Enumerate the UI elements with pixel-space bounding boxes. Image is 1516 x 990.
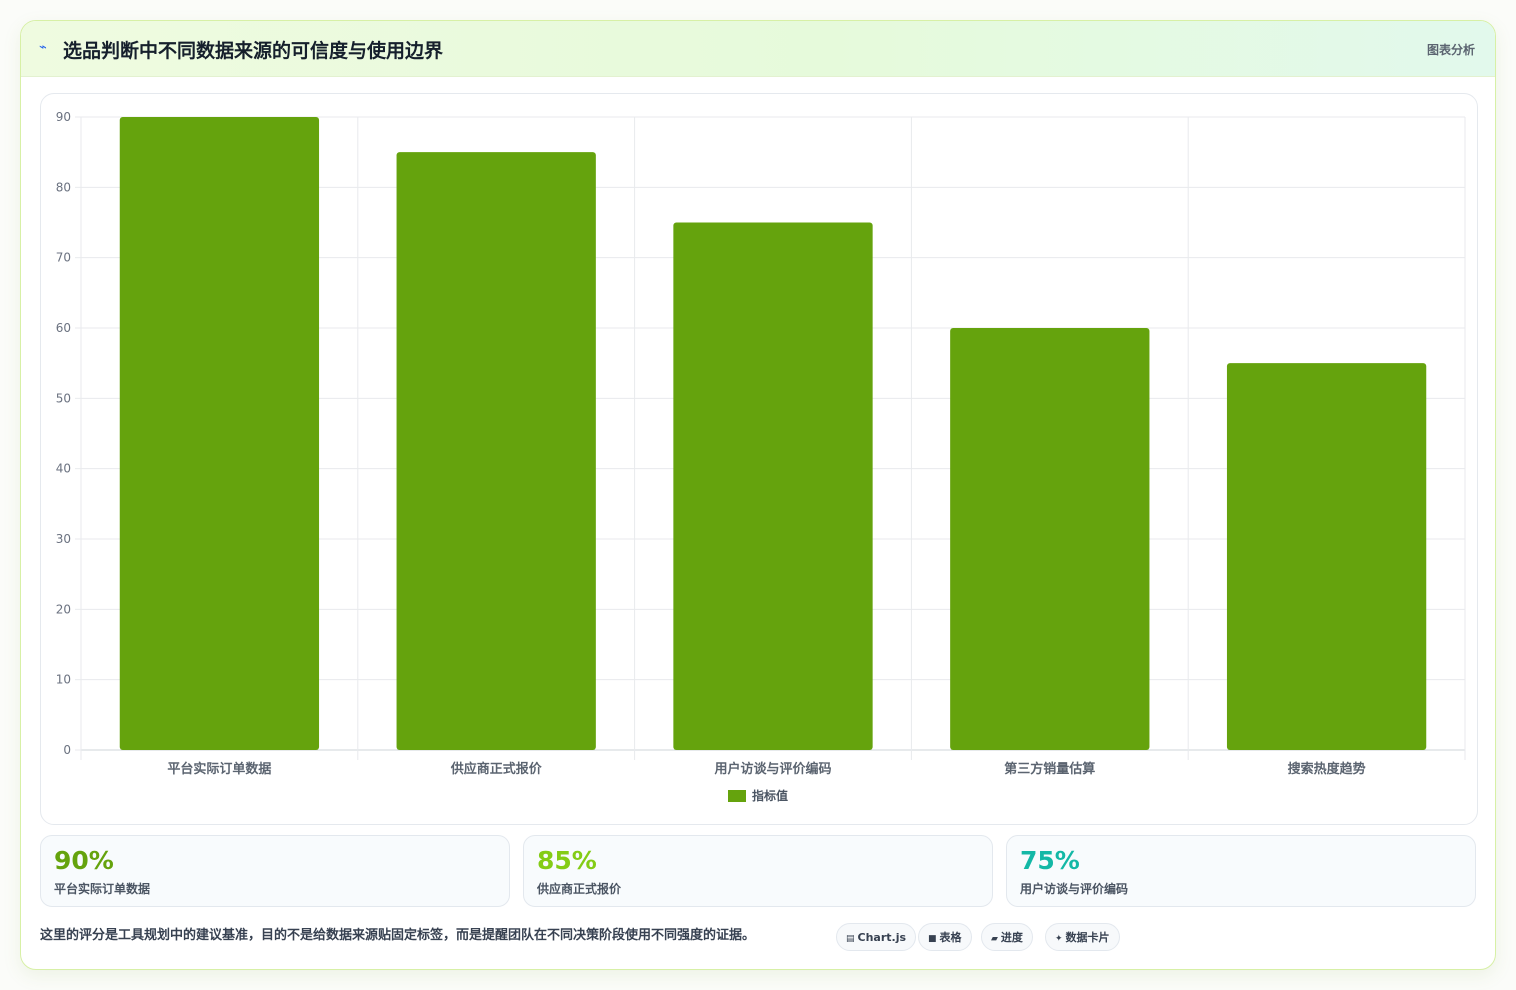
chip-label: 数据卡片 [1065, 931, 1110, 944]
chip-data-card[interactable]: ✦ 数据卡片 [1045, 923, 1120, 951]
panel-tag: 图表分析 [1426, 43, 1475, 57]
chip-label: 表格 [939, 931, 962, 944]
y-tick-label: 80 [56, 180, 71, 194]
y-tick-label: 40 [56, 462, 71, 476]
bar [119, 117, 320, 750]
chip-progress[interactable]: ▰ 进度 [981, 923, 1033, 951]
bar [1226, 363, 1427, 750]
stat-cards: 90% 平台实际订单数据 85% 供应商正式报价 75% 用户访谈与评价编码 [40, 835, 1478, 907]
chip-table[interactable]: ■ 表格 [918, 923, 972, 951]
y-tick-label: 50 [56, 391, 71, 405]
progress-icon: ▰ [991, 934, 998, 944]
bar [950, 328, 1150, 750]
table-icon: ■ [928, 934, 937, 944]
chip-label: Chart.js [857, 931, 907, 944]
sparkle-icon: ✦ [1055, 934, 1063, 944]
legend-swatch [728, 790, 746, 802]
y-tick-label: 30 [56, 532, 71, 546]
y-tick-label: 20 [56, 602, 71, 616]
y-tick-label: 90 [56, 110, 71, 124]
x-tick-label: 用户访谈与评价编码 [713, 761, 831, 777]
stat-card: 75% 用户访谈与评价编码 [1006, 835, 1476, 907]
stat-value: 90% [54, 846, 114, 875]
bar-chart-svg: 0 10 20 30 40 50 60 70 80 90 平台实际订单数据 供应商正式报价 用户访谈与评… [56, 110, 1466, 803]
bar [673, 222, 873, 750]
bar [396, 152, 596, 750]
y-tick-label: 70 [56, 251, 71, 265]
legend-label: 指标值 [752, 788, 788, 803]
stat-label: 平台实际订单数据 [54, 882, 151, 896]
chip-chartjs[interactable]: ▤ Chart.js [836, 923, 917, 951]
stat-value: 75% [1020, 846, 1080, 875]
stat-label: 用户访谈与评价编码 [1020, 882, 1129, 896]
stat-value: 85% [537, 846, 597, 875]
chart-panel: ⌁ 选品判断中不同数据来源的可信度与使用边界 图表分析 0 10 20 30 40 50 6… [20, 20, 1496, 970]
stat-label: 供应商正式报价 [537, 882, 622, 896]
stat-card: 90% 平台实际订单数据 [40, 835, 510, 907]
x-tick-label: 平台实际订单数据 [167, 761, 271, 777]
chart-icon: ▤ [846, 934, 855, 944]
y-tick-label: 60 [56, 321, 71, 335]
x-tick-label: 搜索热度趋势 [1288, 761, 1366, 777]
y-tick-label: 10 [56, 673, 71, 687]
stat-card: 85% 供应商正式报价 [523, 835, 993, 907]
chip-label: 进度 [1000, 931, 1023, 944]
x-tick-label: 第三方销量估算 [1004, 761, 1095, 777]
panel-title: 选品判断中不同数据来源的可信度与使用边界 [63, 40, 444, 62]
footnote: 这里的评分是工具规划中的建议基准，目的不是给数据来源贴固定标签，而是提醒团队在不… [40, 928, 756, 943]
bar-chart: 0 10 20 30 40 50 60 70 80 90 平台实际订单数据 供应商正式报价 用户访谈与评… [40, 93, 1478, 825]
chart-line-icon: ⌁ [39, 40, 47, 55]
y-tick-label: 0 [63, 743, 71, 757]
panel-header: ⌁ 选品判断中不同数据来源的可信度与使用边界 图表分析 [21, 21, 1495, 77]
x-tick-label: 供应商正式报价 [450, 761, 543, 777]
